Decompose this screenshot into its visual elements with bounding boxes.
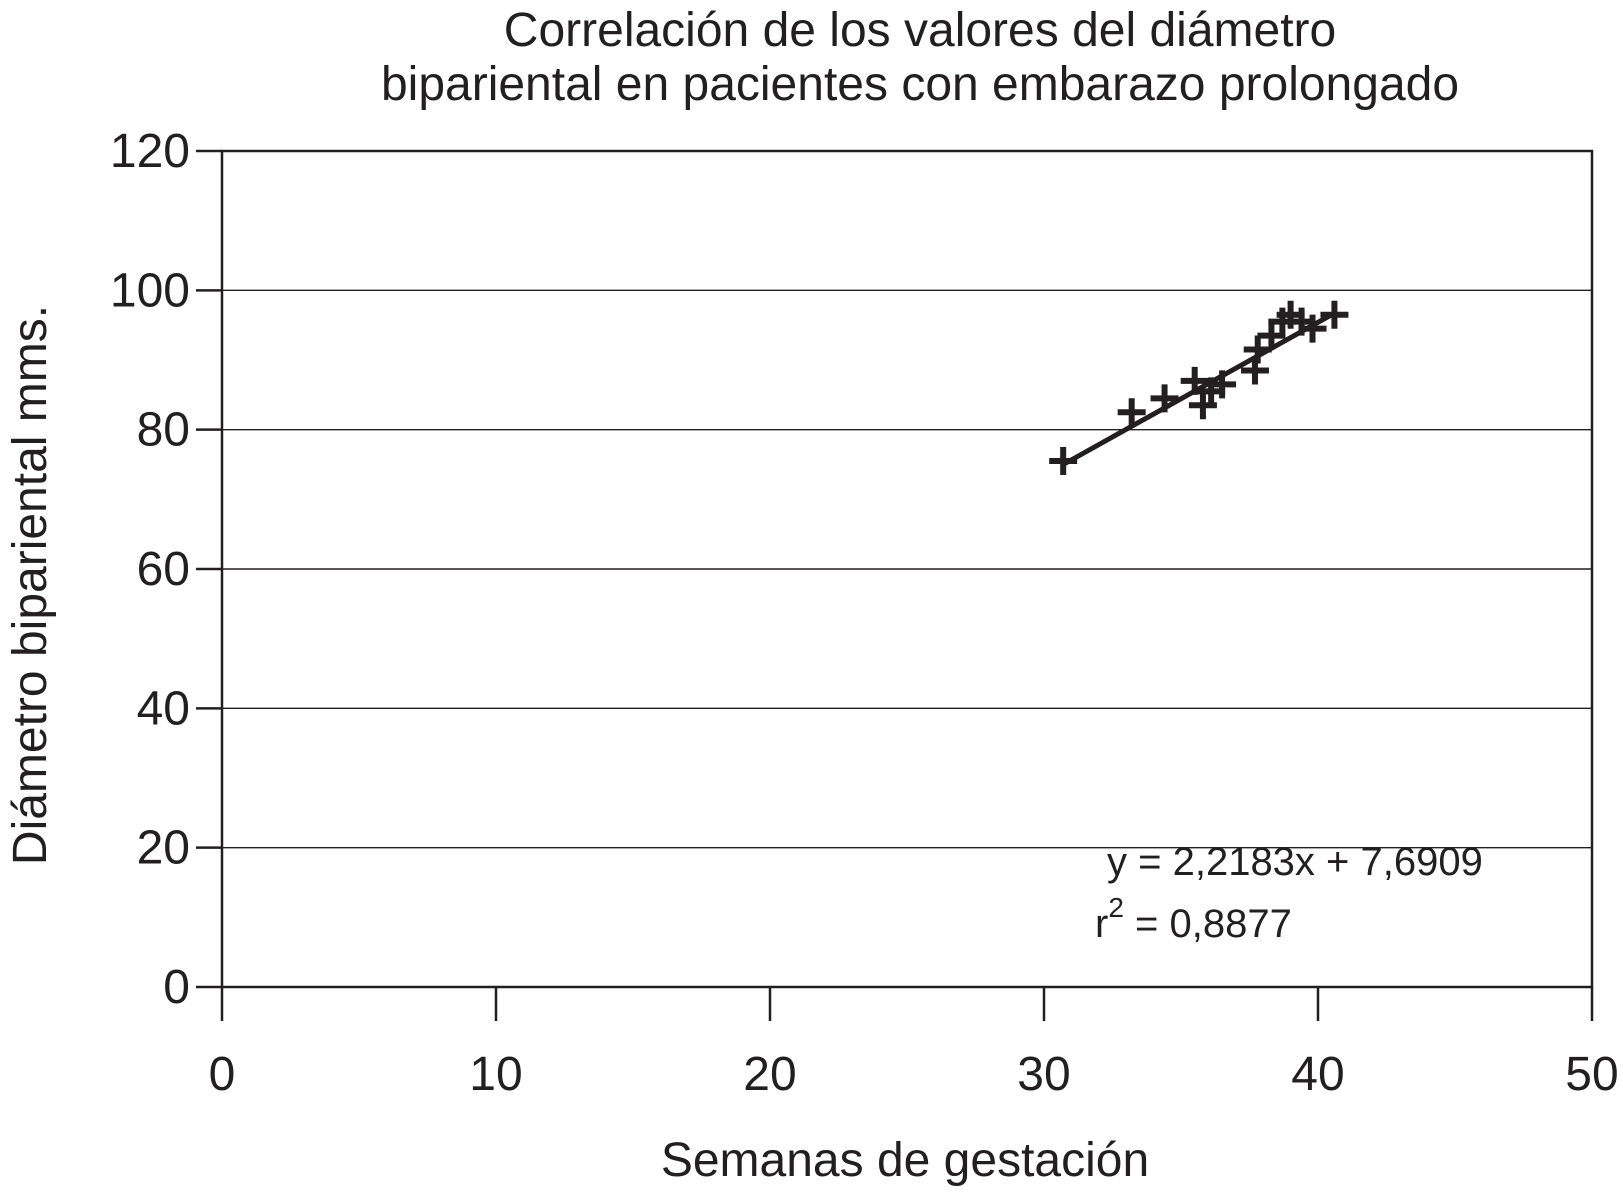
data-point-2 — [1150, 384, 1179, 413]
y-tick-label-1: 20 — [137, 822, 190, 875]
data-point-0 — [1049, 447, 1078, 476]
x-tick-label-2: 20 — [743, 1048, 796, 1101]
regression-equation: y = 2,2183x + 7,6909 — [1107, 840, 1483, 884]
y-axis-label: Diámetro bipariental mms. — [4, 305, 57, 865]
y-tick-label-6: 120 — [110, 125, 190, 178]
x-tick-label-1: 10 — [469, 1048, 522, 1101]
chart-title-line-1: Correlación de los valores del diámetro — [504, 4, 1336, 57]
data-point-8 — [1243, 335, 1272, 364]
x-tick-label-4: 40 — [1291, 1048, 1344, 1101]
data-point-13 — [1298, 314, 1327, 343]
r-exponent: 2 — [1108, 892, 1124, 923]
x-tick-label-0: 0 — [209, 1048, 236, 1101]
data-point-6 — [1208, 370, 1237, 399]
y-tick-label-0: 0 — [163, 961, 190, 1014]
chart-title: Correlación de los valores del diámetro … — [381, 4, 1459, 111]
r-symbol: r — [1095, 902, 1108, 946]
x-axis-label: Semanas de gestación — [661, 1134, 1149, 1187]
y-tick-label-4: 80 — [137, 404, 190, 457]
data-point-14 — [1320, 300, 1349, 329]
data-point-1 — [1117, 398, 1146, 427]
regression-annotation: y = 2,2183x + 7,6909 r2 = 0,8877 — [1095, 840, 1483, 946]
r-squared-label: r2 = 0,8877 — [1095, 892, 1292, 946]
y-tick-label-5: 100 — [110, 264, 190, 317]
data-points — [1049, 300, 1349, 476]
data-point-3 — [1180, 366, 1209, 395]
y-tick-label-3: 60 — [137, 543, 190, 596]
y-tick-label-2: 40 — [137, 682, 190, 735]
x-tick-label-5: 50 — [1565, 1048, 1618, 1101]
gridlines — [222, 289, 1592, 849]
chart-title-line-2: bipariental en pacientes con embarazo pr… — [381, 58, 1459, 111]
x-tick-label-3: 30 — [1017, 1048, 1070, 1101]
axis-ticks: 0 20 40 60 80 100 120 0 10 20 30 40 50 — [110, 125, 1619, 1101]
r-squared-value: = 0,8877 — [1124, 902, 1292, 946]
